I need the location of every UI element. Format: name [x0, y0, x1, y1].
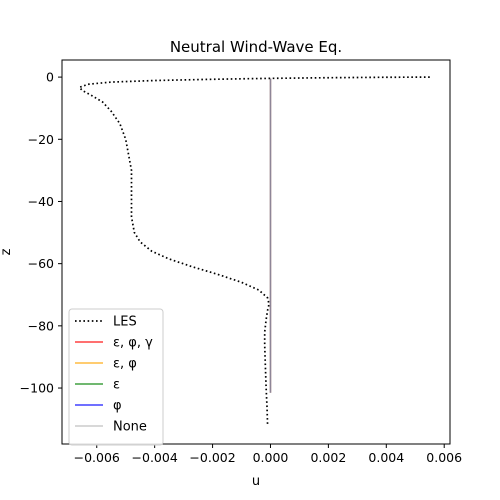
- legend-label: LES: [113, 315, 137, 330]
- y-tick-label: −40: [28, 194, 54, 209]
- legend-label: None: [113, 420, 147, 435]
- legend-box: [68, 308, 164, 446]
- x-tick-label: 0.002: [310, 450, 346, 465]
- x-tick-label: −0.006: [74, 450, 120, 465]
- x-axis: −0.006 −0.004 −0.002 0.000 0.002 0.004 0.006: [74, 444, 462, 465]
- x-tick-label: −0.002: [189, 450, 235, 465]
- y-tick-label: −20: [28, 132, 54, 147]
- x-tick-label: 0.000: [253, 450, 289, 465]
- plot-lines: [77, 76, 430, 426]
- plot-area-frame: [61, 59, 451, 445]
- legend-label: ε, φ, γ: [113, 336, 153, 351]
- x-tick-label: −0.004: [132, 450, 178, 465]
- y-tick-label: −60: [28, 256, 54, 271]
- y-tick-label: −80: [28, 318, 54, 333]
- chart-title: Neutral Wind-Wave Eq.: [170, 38, 342, 56]
- legend: LES ε, φ, γ ε, φ εφ None: [68, 308, 164, 446]
- y-axis-label: z: [0, 248, 14, 255]
- legend-label: φ: [113, 399, 122, 414]
- y-axis: 0 −20 −40 −60 −80 −100: [20, 70, 62, 396]
- y-tick-label: 0: [46, 70, 54, 85]
- x-tick-label: 0.006: [426, 450, 462, 465]
- x-axis-label: u: [252, 474, 260, 489]
- series-line-0: [77, 76, 430, 426]
- legend-label: ε, φ: [113, 357, 137, 372]
- x-tick-label: 0.004: [368, 450, 404, 465]
- y-tick-label: −100: [20, 381, 54, 396]
- legend-label: ε: [113, 378, 120, 393]
